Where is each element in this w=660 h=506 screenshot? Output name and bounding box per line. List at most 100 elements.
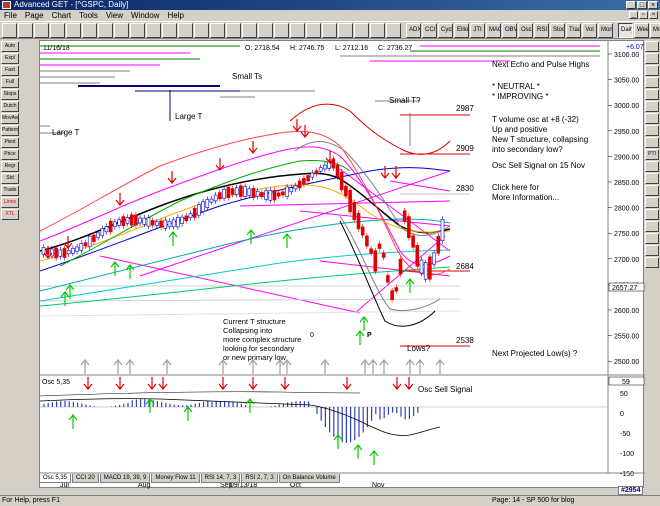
toolbar-button-29[interactable]: JTI: [470, 22, 485, 38]
left-tool-4[interactable]: Stops: [1, 89, 19, 100]
toolbar-button-17[interactable]: [274, 22, 289, 38]
toolbar-button-14[interactable]: [226, 22, 241, 38]
right-tool-3[interactable]: [645, 77, 659, 88]
right-tool-11[interactable]: [645, 173, 659, 184]
tab-money-flow[interactable]: Money Flow 11: [151, 474, 200, 483]
toolbar-button-20[interactable]: [322, 22, 337, 38]
note-click-2[interactable]: More Information...: [492, 193, 559, 202]
left-tool-5[interactable]: Dutch: [1, 101, 19, 112]
menu-help[interactable]: Help: [167, 11, 184, 20]
period-button-monthly[interactable]: Monthly: [650, 22, 660, 38]
right-tool-14[interactable]: [645, 209, 659, 220]
note-click-1[interactable]: Click here for: [492, 183, 539, 192]
toolbar-button-8[interactable]: [130, 22, 145, 38]
right-tool-6[interactable]: [645, 113, 659, 124]
toolbar-button-16[interactable]: [258, 22, 273, 38]
menu-page[interactable]: Page: [24, 11, 44, 20]
chart-window[interactable]: 3100.00 3050.00 3000.00 2950.00 2900.00 2850.…: [39, 40, 645, 489]
right-tool-18[interactable]: [645, 257, 659, 268]
right-tool-13[interactable]: [645, 197, 659, 208]
mdi-minimize[interactable]: _: [629, 11, 638, 19]
right-tool-2[interactable]: [645, 65, 659, 76]
period-button-weekly[interactable]: Weekly: [634, 22, 649, 38]
left-tool-14[interactable]: XTL: [1, 209, 19, 220]
left-tool-9[interactable]: Price Proj: [1, 149, 19, 160]
menu-window[interactable]: Window: [131, 11, 160, 20]
menu-chart[interactable]: Chart: [51, 11, 72, 20]
tab-cci[interactable]: CCI 20: [72, 474, 99, 483]
left-tool-7[interactable]: Pattern Indic: [1, 125, 19, 136]
right-tool-5[interactable]: [645, 101, 659, 112]
toolbar-button-34[interactable]: Stoch: [550, 22, 565, 38]
tab-osc[interactable]: Osc 5,35: [39, 474, 72, 483]
right-tool-7[interactable]: [645, 125, 659, 136]
toolbar-button-7[interactable]: [114, 22, 129, 38]
candle-body: [440, 219, 445, 241]
toolbar-button-5[interactable]: [82, 22, 97, 38]
toolbar-button-12[interactable]: [194, 22, 209, 38]
menu-file[interactable]: File: [4, 11, 17, 20]
toolbar-button-25[interactable]: ADX DMI: [406, 22, 421, 38]
left-tool-8[interactable]: Pivot: [1, 137, 19, 148]
toolbar-button-23[interactable]: [370, 22, 385, 38]
tab-rsi-2[interactable]: RSI 2, 7, 3: [241, 474, 278, 483]
toolbar-button-3[interactable]: [50, 22, 65, 38]
tab-rsi-14[interactable]: RSI 14, 7, 3: [200, 474, 241, 483]
mdi-close[interactable]: ×: [649, 11, 658, 19]
left-tool-11[interactable]: Std Dev: [1, 173, 19, 184]
left-tool-12[interactable]: Trade Profile: [1, 185, 19, 196]
tab-obv[interactable]: On Balance Volume: [278, 474, 340, 483]
right-tool-16[interactable]: [645, 233, 659, 244]
toolbar-button-2[interactable]: [34, 22, 49, 38]
minimize-button[interactable]: _: [626, 1, 636, 9]
tab-macd[interactable]: MACD 19, 39, 9: [99, 474, 151, 483]
toolbar-button-1[interactable]: [18, 22, 33, 38]
toolbar-button-30[interactable]: MACD: [486, 22, 501, 38]
period-button-daily[interactable]: Daily: [618, 22, 633, 38]
right-tool-1[interactable]: [645, 53, 659, 64]
toolbar-button-10[interactable]: [162, 22, 177, 38]
toolbar-button-31[interactable]: OBV: [502, 22, 517, 38]
maximize-button[interactable]: □: [637, 1, 647, 9]
toolbar-button-33[interactable]: RSI: [534, 22, 549, 38]
menu-tools[interactable]: Tools: [79, 11, 98, 20]
toolbar-button-15[interactable]: [242, 22, 257, 38]
toolbar-button-36[interactable]: Vol: [582, 22, 597, 38]
right-tool-12[interactable]: [645, 185, 659, 196]
toolbar-button-18[interactable]: [290, 22, 305, 38]
toolbar-button-13[interactable]: [210, 22, 225, 38]
mdi-restore[interactable]: ▫: [639, 11, 648, 19]
toolbar-button-26[interactable]: CCI: [422, 22, 437, 38]
right-tool-15[interactable]: [645, 221, 659, 232]
left-tool-1[interactable]: Expl Frcst: [1, 53, 19, 64]
toolbar-button-21[interactable]: [338, 22, 353, 38]
left-tool-10[interactable]: Regr Chan: [1, 161, 19, 172]
toolbar-button-32[interactable]: Osc: [518, 22, 533, 38]
toolbar-button-4[interactable]: [66, 22, 81, 38]
toolbar-button-19[interactable]: [306, 22, 321, 38]
toolbar-button-11[interactable]: [178, 22, 193, 38]
left-tool-0[interactable]: Auto Trade: [1, 41, 19, 52]
close-button[interactable]: ×: [648, 1, 658, 9]
toolbar-button-28[interactable]: Elliott Trig: [454, 22, 469, 38]
toolbar-button-24[interactable]: [386, 22, 401, 38]
toolbar-button-9[interactable]: [146, 22, 161, 38]
menu-view[interactable]: View: [105, 11, 124, 20]
toolbar-button-22[interactable]: [354, 22, 369, 38]
left-tool-13[interactable]: Lines: [1, 197, 19, 208]
right-tool-9[interactable]: PTI: [645, 149, 659, 160]
right-tool-8[interactable]: [645, 137, 659, 148]
toolbar-button-37[interactable]: Money Flow: [598, 22, 613, 38]
left-tool-6[interactable]: MovAvg: [1, 113, 19, 124]
toolbar-button-0[interactable]: [2, 22, 17, 38]
right-tool-17[interactable]: [645, 245, 659, 256]
right-tool-4[interactable]: [645, 89, 659, 100]
toolbar-button-27[interactable]: Cycles: [438, 22, 453, 38]
right-tool-0[interactable]: [645, 41, 659, 52]
toolbar-button-35[interactable]: Trade Prfl: [566, 22, 581, 38]
left-tool-3[interactable]: Full Menu: [1, 77, 19, 88]
left-tool-2[interactable]: Fast Line: [1, 65, 19, 76]
toolbar-button-6[interactable]: [98, 22, 113, 38]
chart-svg[interactable]: 3100.00 3050.00 3000.00 2950.00 2900.00 2850.…: [39, 41, 645, 489]
right-tool-10[interactable]: [645, 161, 659, 172]
